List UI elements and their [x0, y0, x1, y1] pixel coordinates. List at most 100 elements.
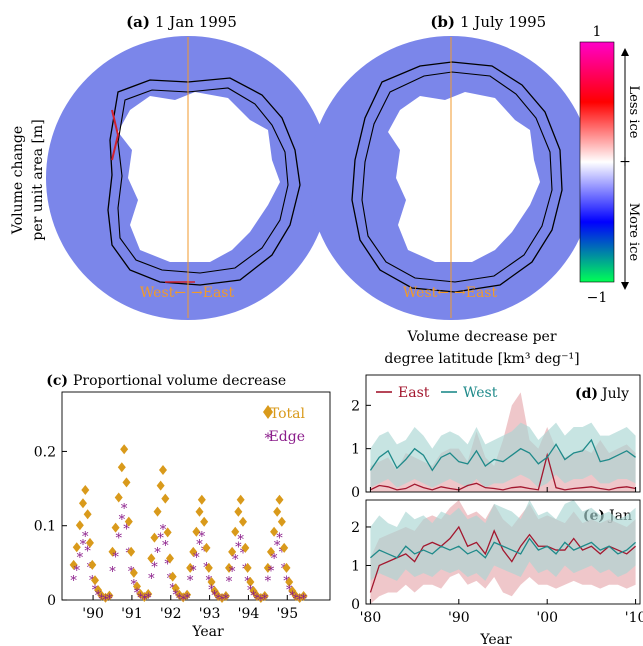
edge-point: * [261, 593, 268, 608]
total-point [260, 590, 269, 601]
panel-a-title: 1 Jan 1995 [155, 13, 237, 31]
edge-point: * [167, 572, 174, 587]
xtick-label: '90 [448, 610, 470, 626]
chart-c-letter: (c) [46, 373, 68, 389]
edge-point: * [268, 565, 275, 580]
ice-edge-a-outer [107, 77, 301, 286]
total-point [249, 585, 258, 596]
edge-point: * [193, 551, 200, 566]
east-label-a: →East [191, 285, 234, 301]
total-point [231, 526, 240, 537]
chart-d-title-1: Volume decrease per [406, 329, 556, 345]
total-point [150, 532, 159, 543]
edge-point: * [123, 522, 130, 537]
total-point [299, 590, 308, 601]
total-point [275, 494, 284, 505]
total-point [238, 516, 247, 527]
edge-point: * [199, 530, 206, 545]
legend-east-label: East [398, 385, 430, 401]
west-label-b: West← [403, 285, 449, 301]
total-point [117, 462, 126, 473]
edge-point: * [196, 538, 203, 553]
west-line [369, 438, 636, 472]
west-label-a: West← [140, 285, 186, 301]
edge-point: * [293, 592, 300, 607]
total-point [236, 494, 245, 505]
total-point [88, 559, 97, 570]
east-label-b: →East [454, 285, 497, 301]
edge-point: * [176, 592, 183, 607]
chart-d-letter: (d) [575, 386, 598, 402]
ice-edge-b-inner [361, 71, 553, 283]
chart-c-frame [61, 391, 331, 601]
edge-point: * [215, 592, 222, 607]
total-point [156, 480, 165, 491]
total-point [111, 522, 120, 533]
total-point [114, 492, 123, 503]
ytick-label: 2 [351, 398, 360, 414]
colorbar: 1 −1 + Less ice More ice [579, 24, 641, 306]
red-loss-a [111, 109, 120, 161]
total-point [120, 444, 129, 455]
total-point [144, 588, 153, 599]
edge-point: * [180, 594, 187, 609]
edge-point: * [98, 592, 105, 607]
more-ice-arrow-head [621, 282, 629, 290]
edge-point: * [229, 565, 236, 580]
total-point [197, 494, 206, 505]
edge-point: * [223, 592, 230, 607]
edge-point: * [258, 594, 265, 609]
chart-c-ytick-label: 0 [47, 593, 56, 609]
less-ice-arrow-head [621, 48, 629, 56]
edge-point: * [164, 558, 171, 573]
total-point [221, 590, 230, 601]
edge-point: * [184, 592, 191, 607]
edge-point: * [70, 574, 77, 589]
chart-c-xtick-label: '95 [276, 606, 298, 622]
total-point [241, 542, 250, 553]
total-point [83, 509, 92, 520]
chart-c-title: Proportional volume decrease [73, 373, 286, 389]
edge-point: * [137, 591, 144, 606]
chart-c-xtick-label: '90 [82, 606, 104, 622]
total-point [277, 516, 286, 527]
total-point [228, 546, 237, 557]
chart-e-xlabel: Year [479, 632, 512, 646]
edge-point: * [74, 564, 81, 579]
edge-point: * [157, 532, 164, 547]
total-point [186, 562, 195, 573]
edge-point: * [119, 513, 126, 528]
edge-point: * [115, 532, 122, 547]
total-point [273, 506, 282, 517]
chart-d-title-2: degree latitude [km³ deg⁻¹] [384, 351, 579, 367]
edge-point: * [240, 547, 247, 562]
total-point [171, 583, 180, 594]
edge-point: * [77, 551, 84, 566]
west-band [370, 422, 636, 488]
total-point [91, 575, 100, 586]
panel-b-letter: (b) [430, 13, 455, 31]
edge-point: * [148, 572, 155, 587]
colorbar-mid-mark: + [619, 154, 631, 170]
edge-point: * [173, 589, 180, 604]
edge-point: * [254, 593, 261, 608]
total-point [280, 542, 289, 553]
total-point [285, 576, 294, 587]
edge-point: * [271, 552, 278, 567]
panel-a-letter: (a) [126, 13, 150, 31]
ytick-label: 1 [351, 558, 360, 574]
edge-point: * [232, 553, 239, 568]
total-point [195, 506, 204, 517]
edge-point: * [160, 523, 167, 538]
total-point [132, 581, 141, 592]
total-point [189, 546, 198, 557]
edge-point: * [151, 560, 158, 575]
total-point [207, 576, 216, 587]
edge-point: * [162, 539, 169, 554]
total-point [108, 546, 117, 557]
map-panel-b: (b) 1 July 1995 West← →East [309, 13, 593, 320]
less-ice-label: Less ice [626, 86, 641, 139]
total-point [69, 559, 78, 570]
chart-c-xtick-label: '94 [238, 606, 260, 622]
map-ylabel-line2: per unit area [m] [30, 119, 46, 240]
